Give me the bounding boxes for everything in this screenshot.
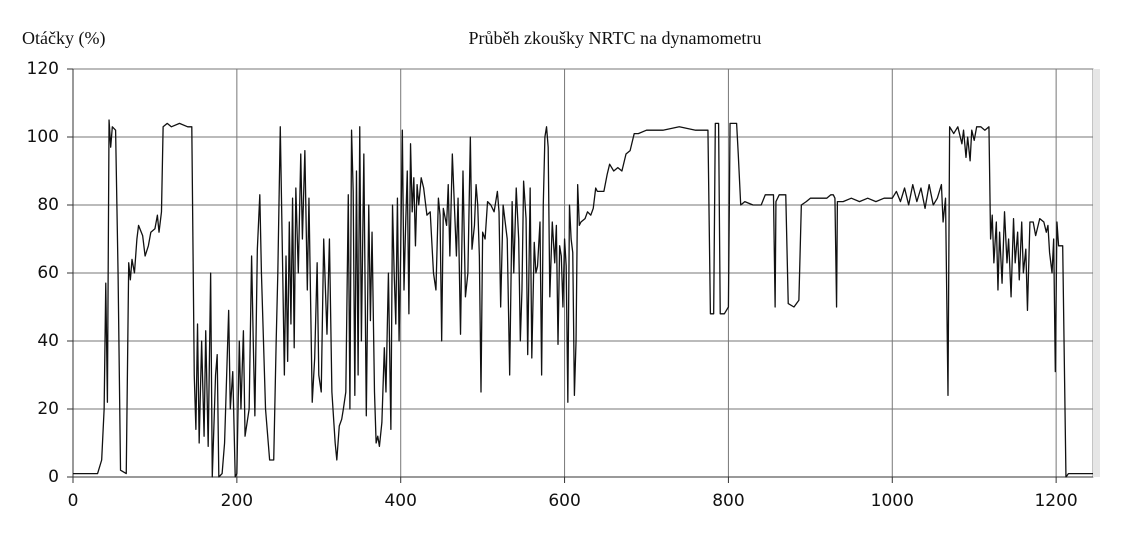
y-tick-label: 80 [37, 195, 59, 215]
y-tick-label: 60 [37, 263, 59, 283]
data-line [73, 119, 1093, 478]
y-tick-label: 0 [48, 467, 59, 487]
y-tick-label: 40 [37, 331, 59, 351]
y-tick-label: 20 [37, 399, 59, 419]
plot-edge [1093, 69, 1100, 477]
x-tick-label: 1000 [871, 491, 914, 511]
y-tick-label: 120 [27, 59, 59, 79]
x-tick-label: 1200 [1034, 491, 1077, 511]
x-tick-label: 800 [712, 491, 744, 511]
x-tick-label: 400 [384, 491, 416, 511]
y-tick-label: 100 [27, 127, 59, 147]
x-tick-label: 200 [221, 491, 253, 511]
chart-title: Průběh zkoušky NRTC na dynamometru [469, 28, 762, 48]
y-axis-label: Otáčky (%) [22, 28, 105, 49]
x-tick-label: 0 [68, 491, 79, 511]
x-tick-label: 600 [548, 491, 580, 511]
